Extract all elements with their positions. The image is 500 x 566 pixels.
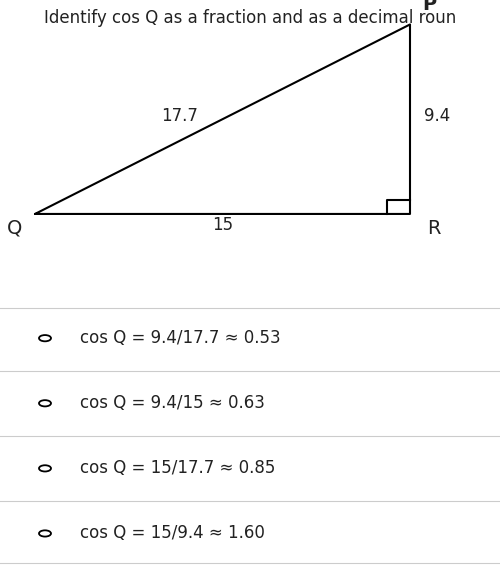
Text: cos Q = 9.4/17.7 ≈ 0.53: cos Q = 9.4/17.7 ≈ 0.53: [80, 329, 280, 347]
Text: cos Q = 15/9.4 ≈ 1.60: cos Q = 15/9.4 ≈ 1.60: [80, 525, 265, 542]
Text: 9.4: 9.4: [424, 107, 450, 125]
Text: 17.7: 17.7: [162, 107, 198, 125]
Text: P: P: [422, 0, 436, 14]
Text: Q: Q: [8, 218, 22, 238]
Text: 15: 15: [212, 216, 233, 234]
Text: R: R: [428, 218, 441, 238]
Text: cos Q = 9.4/15 ≈ 0.63: cos Q = 9.4/15 ≈ 0.63: [80, 395, 265, 412]
Text: cos Q = 15/17.7 ≈ 0.85: cos Q = 15/17.7 ≈ 0.85: [80, 460, 276, 477]
Text: Identify cos Q as a fraction and as a decimal roun: Identify cos Q as a fraction and as a de…: [44, 9, 456, 27]
